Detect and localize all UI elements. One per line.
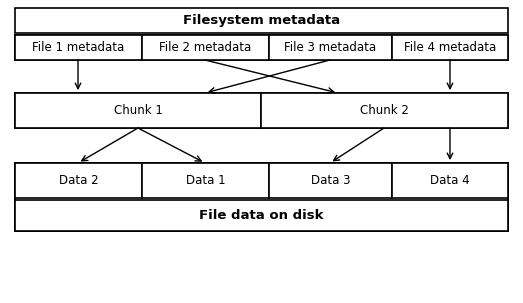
Bar <box>392 163 508 198</box>
Bar <box>15 93 261 128</box>
Text: Data 2: Data 2 <box>59 174 98 187</box>
Text: File 1 metadata: File 1 metadata <box>32 41 124 54</box>
Bar <box>15 93 508 128</box>
Text: Data 4: Data 4 <box>430 174 470 187</box>
Text: Data 3: Data 3 <box>311 174 350 187</box>
Text: File 3 metadata: File 3 metadata <box>285 41 377 54</box>
Bar <box>142 163 269 198</box>
Text: Chunk 1: Chunk 1 <box>113 104 163 117</box>
Bar <box>392 35 508 60</box>
Bar <box>15 163 142 198</box>
Text: File 2 metadata: File 2 metadata <box>160 41 252 54</box>
Bar <box>269 35 392 60</box>
Bar <box>15 35 508 60</box>
Bar <box>142 35 269 60</box>
Bar <box>15 200 508 231</box>
Text: Data 1: Data 1 <box>186 174 225 187</box>
Text: File data on disk: File data on disk <box>199 209 324 222</box>
Bar <box>15 8 508 33</box>
Text: Filesystem metadata: Filesystem metadata <box>183 14 340 27</box>
Bar <box>261 93 508 128</box>
Bar <box>269 163 392 198</box>
Text: File 4 metadata: File 4 metadata <box>404 41 496 54</box>
Bar <box>15 35 142 60</box>
Bar <box>15 163 508 231</box>
Text: Chunk 2: Chunk 2 <box>360 104 409 117</box>
